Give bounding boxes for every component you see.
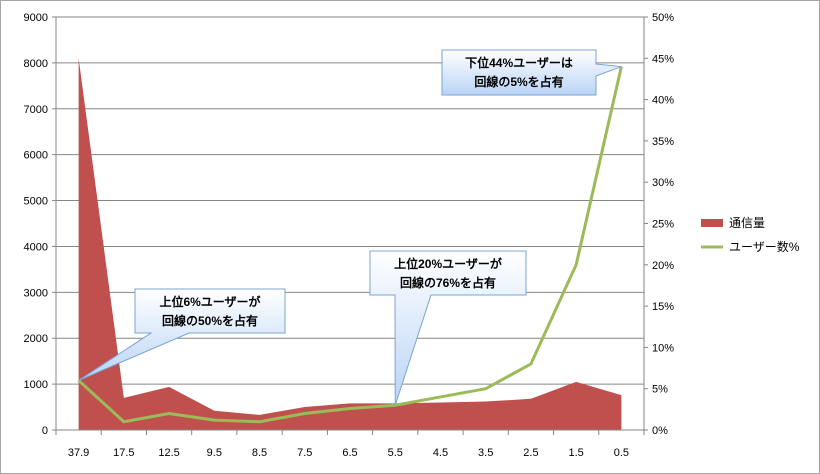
left-axis-tick-label: 1000 xyxy=(24,379,48,391)
left-axis-tick-label: 2000 xyxy=(24,333,48,345)
right-axis-tick-label: 0% xyxy=(652,425,668,437)
x-axis-tick-label: 5.5 xyxy=(388,447,403,459)
callout-text-line: 回線の50%を占有 xyxy=(162,313,258,328)
x-axis-tick-label: 7.5 xyxy=(297,447,312,459)
legend-label-traffic: 通信量 xyxy=(729,216,765,230)
left-axis-tick-label: 3000 xyxy=(24,287,48,299)
x-axis-tick-label: 6.5 xyxy=(342,447,357,459)
x-axis-tick-label: 12.5 xyxy=(158,447,179,459)
x-axis-tick-label: 1.5 xyxy=(569,447,584,459)
x-axis-tick-label: 9.5 xyxy=(207,447,222,459)
right-axis-tick-label: 10% xyxy=(652,342,674,354)
area-series-traffic xyxy=(78,58,622,431)
left-axis-tick-label: 5000 xyxy=(24,196,48,208)
x-axis-tick-label: 8.5 xyxy=(252,447,267,459)
callout-text-line: 回線の5%を占有 xyxy=(474,74,563,89)
x-axis-tick-label: 4.5 xyxy=(433,447,448,459)
left-axis-tick-label: 9000 xyxy=(24,12,48,24)
x-axis-tick-label: 2.5 xyxy=(523,447,538,459)
right-axis-tick-label: 40% xyxy=(652,95,674,107)
right-axis-tick-label: 35% xyxy=(652,136,674,148)
left-axis-tick-label: 0 xyxy=(42,425,48,437)
left-axis-tick-label: 8000 xyxy=(24,58,48,70)
callout-text-line: 回線の76%を占有 xyxy=(400,275,496,290)
x-axis-tick-label: 0.5 xyxy=(614,447,629,459)
legend-label-users: ユーザー数% xyxy=(729,239,800,254)
right-axis-tick-label: 50% xyxy=(652,12,674,24)
callout-bubble xyxy=(78,288,286,381)
callout-text-line: 下位44%ユーザーは xyxy=(465,55,573,70)
right-axis-tick-label: 45% xyxy=(652,53,674,65)
right-axis-tick-label: 20% xyxy=(652,260,674,272)
callout-text-line: 上位6%ユーザーが xyxy=(159,294,260,309)
right-axis-tick-label: 30% xyxy=(652,177,674,189)
left-axis-tick-label: 4000 xyxy=(24,241,48,253)
callout-text-line: 上位20%ユーザーが xyxy=(394,256,502,271)
left-axis-tick-label: 7000 xyxy=(24,104,48,116)
right-axis-tick-label: 25% xyxy=(652,219,674,231)
right-axis-tick-label: 5% xyxy=(652,384,668,396)
line-series-users xyxy=(77,66,623,424)
x-axis-tick-label: 17.5 xyxy=(113,447,134,459)
callout-bubble xyxy=(369,250,527,406)
x-axis-tick-label: 37.9 xyxy=(68,447,89,459)
left-axis-tick-label: 6000 xyxy=(24,150,48,162)
right-axis-tick-label: 15% xyxy=(652,301,674,313)
callout-bubble xyxy=(441,49,622,96)
legend-swatch-traffic xyxy=(701,219,723,227)
x-axis-tick-label: 3.5 xyxy=(478,447,493,459)
